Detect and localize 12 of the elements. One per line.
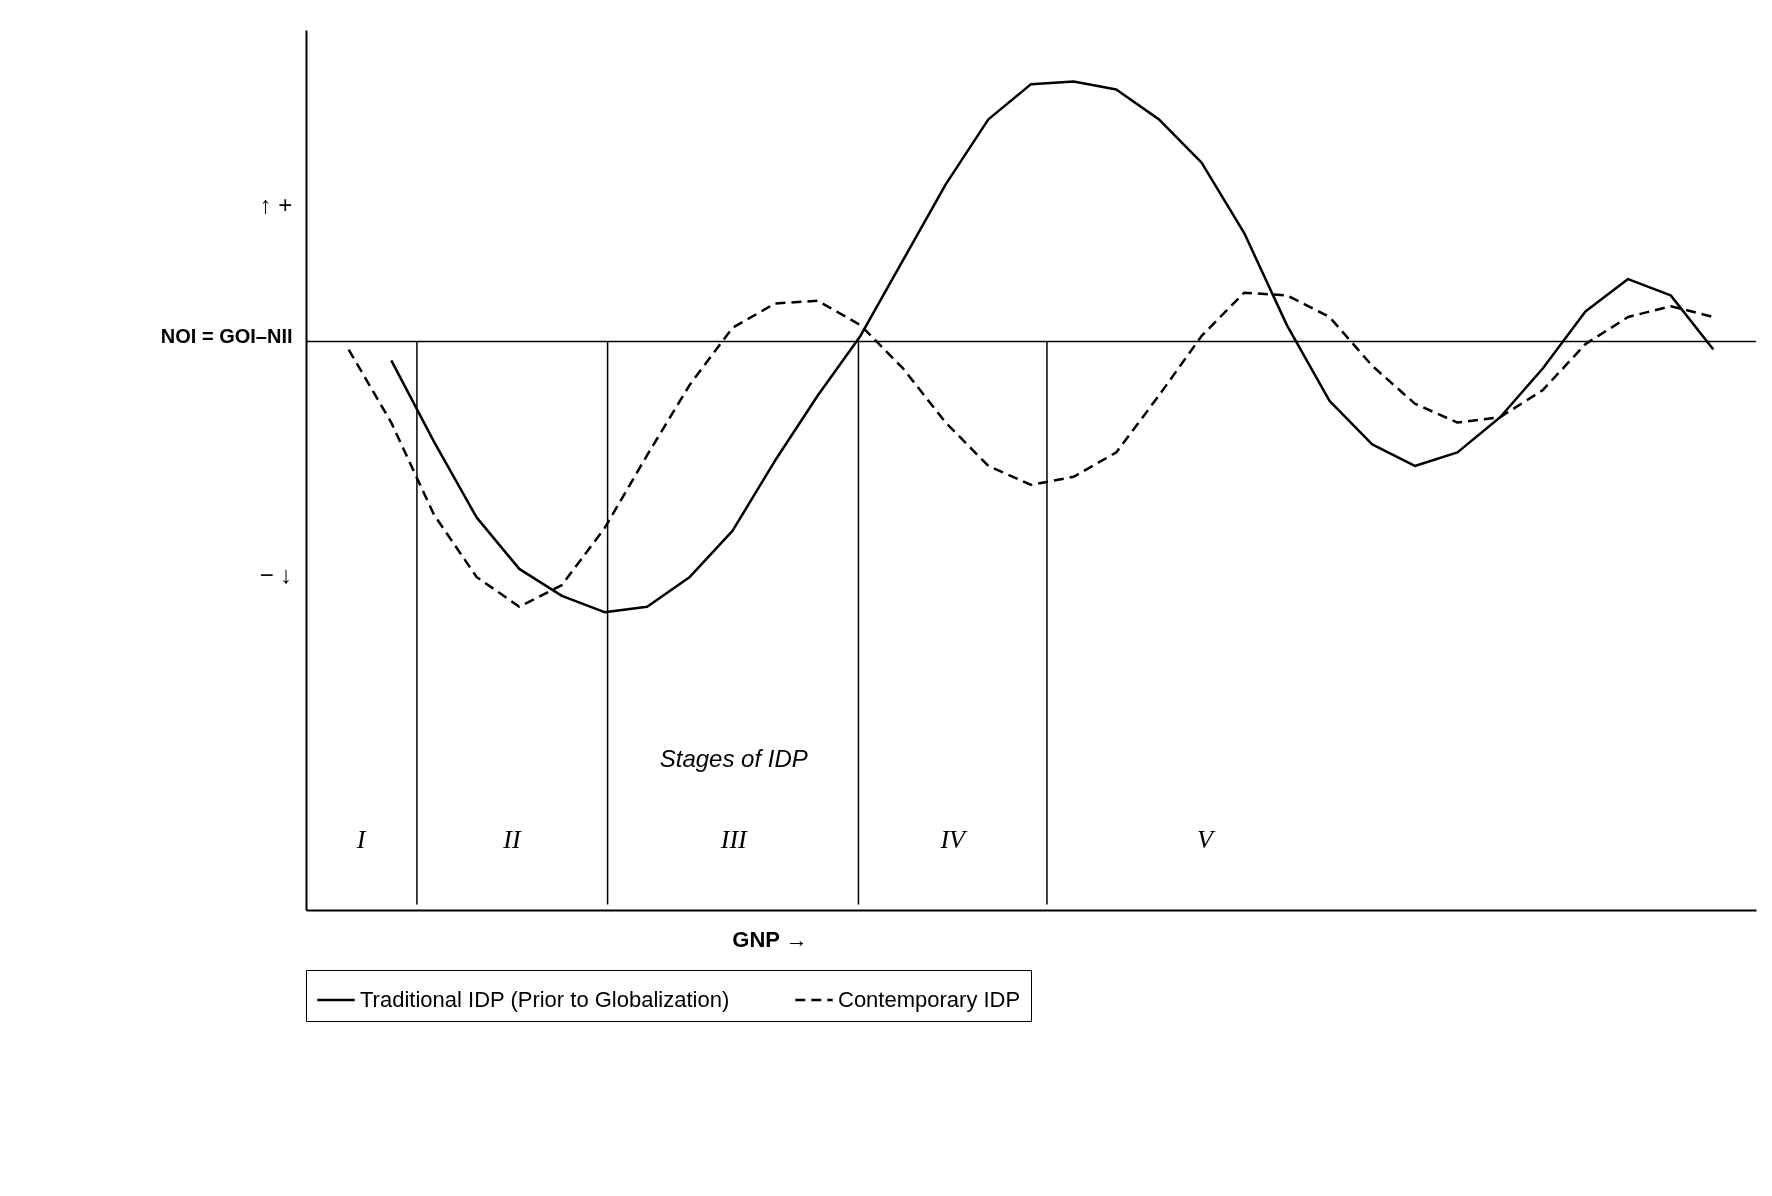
legend-label: Traditional IDP (Prior to Globalization): [360, 987, 730, 1012]
text: I: [355, 825, 367, 854]
text: ↑ +: [259, 191, 293, 218]
text: Stages of IDP: [659, 745, 808, 772]
y-axis-title: NOI = GOI–NII: [160, 325, 293, 348]
text: GNP →: [732, 927, 808, 952]
text: V: [1197, 825, 1217, 854]
text: IV: [939, 825, 969, 854]
text: − ↓: [259, 560, 293, 588]
legend-label: Contemporary IDP: [838, 987, 1021, 1012]
text: II: [502, 825, 522, 854]
text: III: [719, 825, 749, 854]
